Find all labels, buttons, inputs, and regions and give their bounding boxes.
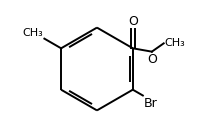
Text: O: O xyxy=(148,53,157,66)
Text: O: O xyxy=(128,15,138,28)
Text: Br: Br xyxy=(144,97,157,110)
Text: CH₃: CH₃ xyxy=(22,28,43,38)
Text: CH₃: CH₃ xyxy=(165,38,186,48)
